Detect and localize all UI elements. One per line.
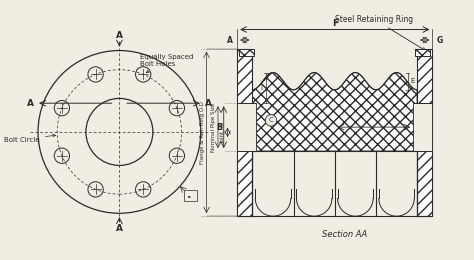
- Text: A: A: [116, 31, 123, 40]
- Bar: [183, 190, 197, 202]
- Text: ▸▸: ▸▸: [188, 194, 192, 198]
- Bar: [237, 49, 253, 216]
- Text: A: A: [228, 36, 233, 44]
- Text: Nominal Pipe Size: Nominal Pipe Size: [211, 102, 216, 152]
- Bar: [417, 49, 432, 216]
- Bar: [237, 49, 253, 216]
- Bar: [415, 49, 430, 56]
- Circle shape: [265, 115, 277, 126]
- Text: Bolt Circle: Bolt Circle: [4, 134, 55, 142]
- Text: A: A: [116, 224, 123, 233]
- Text: A: A: [27, 99, 34, 108]
- Polygon shape: [253, 73, 417, 151]
- Text: Flange & Ret. Ring O.D: Flange & Ret. Ring O.D: [200, 101, 205, 164]
- Bar: [239, 49, 255, 56]
- Bar: [239, 49, 255, 56]
- Text: A: A: [205, 99, 212, 108]
- Text: Steel Retaining Ring: Steel Retaining Ring: [335, 15, 425, 50]
- Text: D: D: [422, 123, 428, 132]
- Bar: [417, 49, 432, 216]
- Text: Equally Spaced
Bolt Holes: Equally Spaced Bolt Holes: [140, 54, 194, 73]
- Bar: [415, 49, 430, 56]
- Text: Section AA: Section AA: [322, 230, 367, 239]
- Text: B: B: [216, 123, 222, 132]
- Text: G: G: [436, 36, 443, 44]
- Text: E: E: [410, 78, 415, 84]
- Text: Joint I.D: Joint I.D: [221, 122, 226, 143]
- Bar: [237, 103, 256, 151]
- Bar: [413, 103, 432, 151]
- Text: F: F: [332, 18, 338, 28]
- Text: I: I: [260, 85, 262, 91]
- Text: C: C: [269, 118, 273, 124]
